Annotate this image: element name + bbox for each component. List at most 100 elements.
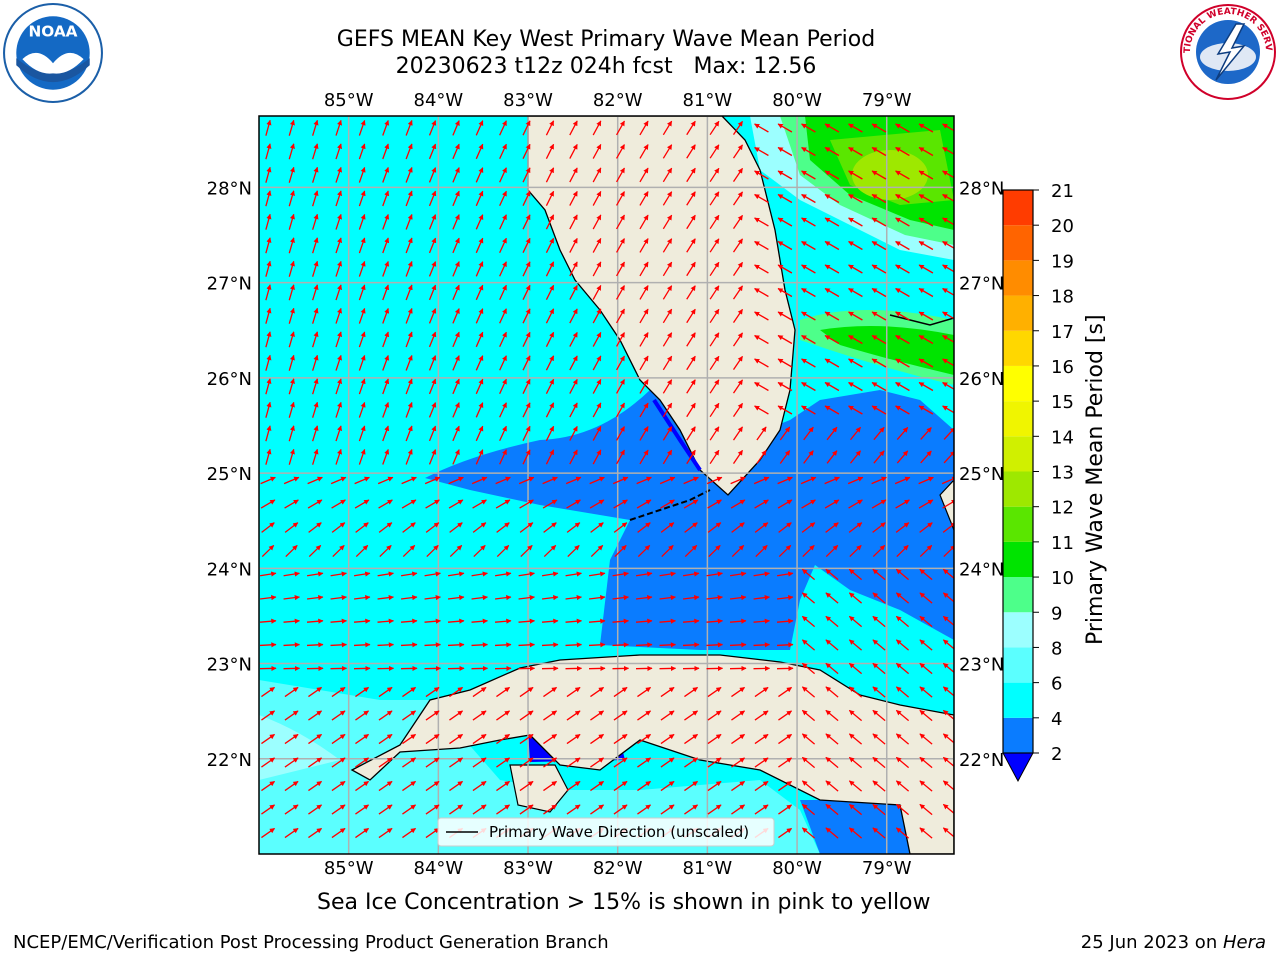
wave-arrow	[849, 450, 862, 464]
lon-ticks-top: 85°W 84°W 83°W 82°W 81°W 80°W 79°W	[324, 90, 912, 111]
wave-arrow	[545, 331, 555, 347]
wave-arrow	[639, 449, 649, 465]
wave-arrow	[660, 757, 675, 768]
wave-arrow	[708, 544, 721, 558]
period-field-12-13-ne	[852, 150, 928, 200]
wave-arrow	[684, 780, 698, 792]
wave-arrow	[709, 402, 720, 418]
wave-arrow	[662, 379, 673, 394]
wave-arrow	[662, 261, 673, 277]
wave-arrow	[801, 615, 816, 628]
wave-arrow	[452, 331, 460, 348]
wave-arrow	[288, 378, 295, 395]
wave-arrow	[475, 167, 484, 183]
wave-arrow	[872, 733, 886, 745]
lat-tick-label: 26°N	[959, 369, 1004, 390]
lon-tick-label: 79°W	[862, 90, 912, 111]
wave-arrow	[592, 120, 602, 136]
colorbar-ticks: 2 4 6 8 9 10 11 12 13 14 15 16 17 18 19 20 21	[1033, 181, 1074, 765]
wave-arrow	[569, 190, 578, 206]
wave-arrow	[382, 260, 390, 277]
wave-arrow	[637, 780, 651, 792]
wave-arrow	[709, 449, 720, 465]
wave-arrow	[848, 311, 863, 321]
wave-arrow	[824, 499, 840, 509]
wave-arrow	[475, 331, 484, 348]
wave-arrow	[312, 307, 319, 324]
wave-arrow	[778, 686, 792, 698]
wave-arrow	[777, 499, 793, 509]
wave-arrow	[265, 237, 272, 254]
wave-arrow	[824, 405, 840, 415]
wave-arrow	[265, 378, 272, 395]
wave-arrow	[452, 143, 460, 160]
wave-arrow	[848, 827, 863, 839]
wave-arrow	[330, 476, 347, 485]
wave-arrow	[636, 499, 652, 509]
wave-arrow	[566, 757, 581, 768]
wave-arrow	[288, 237, 295, 254]
wave-arrow	[475, 120, 484, 136]
wave-arrow	[382, 331, 390, 348]
wave-arrow	[335, 378, 343, 395]
wave-arrow	[707, 733, 722, 745]
wave-arrow	[801, 123, 816, 133]
wave-arrow	[335, 143, 343, 160]
wave-arrow	[428, 284, 437, 301]
wave-arrow	[382, 143, 390, 160]
wave-arrow	[331, 522, 346, 533]
wave-arrow	[919, 592, 933, 604]
wave-arrow	[545, 214, 555, 230]
wave-arrow	[895, 287, 910, 298]
wave-arrow	[261, 733, 275, 745]
wave-arrow	[519, 710, 534, 721]
wave-arrow	[428, 449, 437, 465]
wave-arrow	[872, 522, 886, 533]
wave-arrow	[918, 170, 934, 180]
wave-arrow	[312, 401, 319, 418]
wave-arrow	[308, 544, 322, 558]
wave-arrow	[635, 618, 653, 624]
wave-arrow	[288, 190, 295, 207]
colorbar-segment	[1003, 506, 1033, 542]
wave-arrow	[541, 571, 559, 577]
wave-arrow	[872, 592, 886, 604]
wave-arrow	[543, 686, 557, 698]
wave-arrow	[566, 499, 581, 509]
wave-arrow	[918, 193, 934, 204]
colorbar-tick-label: 20	[1051, 216, 1074, 237]
lat-tick-label: 23°N	[207, 655, 252, 676]
wave-arrow	[475, 355, 484, 371]
wave-arrow	[660, 710, 675, 721]
wave-arrow	[447, 595, 465, 601]
wave-arrow	[872, 544, 886, 558]
wave-arrow	[848, 499, 863, 509]
coastal-shallow-band	[652, 398, 702, 472]
wave-arrow	[283, 618, 300, 624]
wave-arrow	[402, 780, 416, 792]
wave-arrow	[377, 595, 394, 601]
wave-arrow	[919, 615, 933, 628]
wave-arrow	[803, 450, 814, 464]
wave-arrow	[616, 214, 625, 230]
wave-arrow	[732, 355, 744, 370]
wave-arrow	[686, 308, 696, 324]
wave-arrow	[660, 499, 675, 509]
wave-arrow	[613, 710, 628, 721]
wave-arrow	[848, 146, 863, 157]
wave-arrow	[872, 568, 886, 581]
wave-arrow	[331, 827, 346, 839]
colorbar-tick-label: 4	[1051, 709, 1062, 730]
wave-arrow	[452, 214, 460, 230]
wave-arrow	[754, 405, 769, 415]
wave-arrow	[731, 733, 745, 745]
wave-arrow	[754, 804, 769, 815]
wave-arrow	[522, 214, 531, 230]
wave-arrow	[545, 237, 555, 253]
wave-arrow	[259, 642, 277, 648]
wave-arrow	[522, 449, 531, 465]
wave-arrow	[522, 331, 531, 347]
wave-arrow	[424, 476, 441, 485]
lon-tick-label: 81°W	[683, 858, 733, 879]
wave-arrow	[895, 780, 910, 792]
